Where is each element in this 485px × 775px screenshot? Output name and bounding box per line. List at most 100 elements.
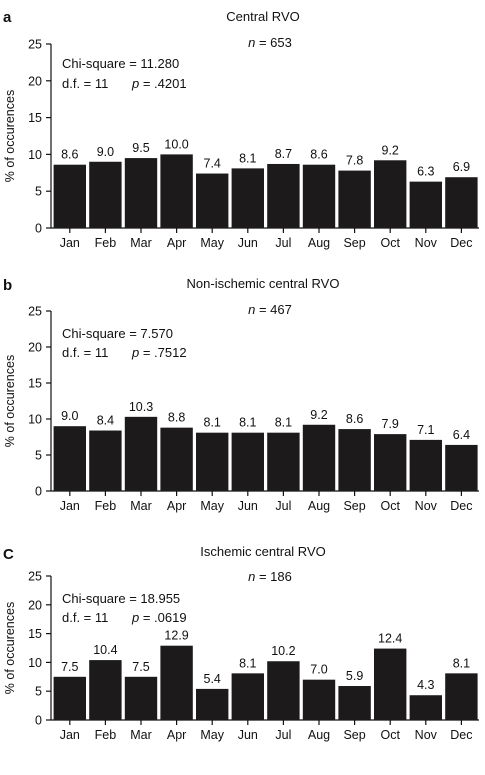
x-tick-label: Oct [380,499,400,513]
bar-jun [231,673,264,720]
bar-jul [267,163,300,228]
bar-dec [445,444,478,491]
x-tick-label: Oct [380,728,400,742]
bar-mar [124,416,158,491]
bar-aug [302,164,336,228]
x-tick-label: Feb [95,236,117,250]
data-label: 7.1 [417,423,434,437]
p-value-label: p = .7512 [131,345,187,360]
y-tick-label: 15 [28,377,42,391]
data-label: 10.0 [164,137,188,151]
x-tick-label: Jul [275,499,291,513]
bar-mar [124,158,158,228]
x-tick-label: Jan [60,499,80,513]
data-label: 8.4 [97,414,114,428]
bar-sep [338,429,371,491]
data-label: 9.5 [132,141,149,155]
y-tick-label: 10 [28,413,42,427]
x-tick-label: Sep [343,499,365,513]
data-label: 8.6 [346,412,363,426]
panel-letter: b [3,277,12,294]
bar-mar [124,676,158,720]
y-tick-label: 5 [35,685,42,699]
df-label: d.f. = 11 [62,345,108,360]
data-label: 7.0 [310,663,327,677]
data-label: 8.7 [275,147,292,161]
bar-nov [409,181,442,228]
data-label: 8.1 [275,416,292,430]
x-tick-label: Dec [450,728,472,742]
bar-oct [374,648,407,720]
data-label: 8.6 [310,148,327,162]
chart-title: Ischemic central RVO [200,544,325,559]
bar-nov [409,439,442,491]
panel-letter: C [3,546,14,563]
y-axis-label: % of occurences [3,355,17,447]
data-label: 6.4 [453,428,470,442]
x-tick-label: Sep [343,236,365,250]
data-label: 7.9 [382,417,399,431]
x-tick-label: Sep [343,728,365,742]
bar-jan [53,676,86,720]
bar-feb [89,660,122,720]
x-tick-label: Oct [380,236,400,250]
bar-may [196,173,229,228]
x-tick-label: Apr [167,499,186,513]
df-label: d.f. = 11 [62,610,108,625]
y-tick-label: 20 [28,598,42,612]
y-tick-label: 5 [35,185,42,199]
x-tick-label: May [200,499,224,513]
bar-dec [445,177,478,228]
df-label: d.f. = 11 [62,76,108,91]
y-tick-label: 10 [28,656,42,670]
y-tick-label: 10 [28,148,42,162]
x-tick-label: Jun [238,499,258,513]
chart-panel-a: a Central RVO n = 653 Chi-square = 11.280 d.… [3,9,479,250]
y-tick-label: 0 [35,485,42,499]
x-tick-label: Aug [308,499,330,513]
x-tick-label: Mar [130,499,152,513]
chi-square-label: Chi-square = 7.570 [62,326,173,341]
x-tick-label: Apr [167,728,186,742]
data-label: 6.9 [453,160,470,174]
x-tick-label: Jan [60,236,80,250]
bar-may [196,432,229,491]
x-tick-label: Jul [275,728,291,742]
data-label: 7.8 [346,154,363,168]
data-label: 6.3 [417,165,434,179]
bar-feb [89,161,122,228]
data-label: 9.2 [310,408,327,422]
data-label: 10.2 [271,644,295,658]
chi-square-label: Chi-square = 18.955 [62,591,180,606]
data-label: 7.5 [132,660,149,674]
data-label: 12.4 [378,632,402,646]
bar-nov [409,695,442,720]
x-tick-label: Nov [415,728,438,742]
x-tick-label: Mar [130,236,152,250]
chart-title: Non-ischemic central RVO [187,276,340,291]
bar-jun [231,432,264,491]
chi-square-label: Chi-square = 11.280 [62,56,179,71]
x-tick-label: Jan [60,728,80,742]
x-tick-label: Aug [308,236,330,250]
data-label: 9.2 [382,143,399,157]
p-value-label: p = .0619 [131,610,187,625]
x-tick-label: Aug [308,728,330,742]
bar-apr [160,427,193,491]
y-axis-label: % of occurences [3,602,17,694]
data-label: 8.8 [168,411,185,425]
y-tick-label: 15 [28,111,42,125]
x-tick-label: Mar [130,728,152,742]
x-tick-label: May [200,728,224,742]
bar-apr [160,154,193,228]
panel-letter: a [3,9,12,26]
x-tick-label: Jun [238,728,258,742]
data-label: 9.0 [61,409,78,423]
data-label: 10.4 [93,643,117,657]
data-label: 12.9 [164,629,188,643]
x-tick-label: Nov [415,236,438,250]
bar-feb [89,430,122,491]
data-label: 5.9 [346,669,363,683]
data-label: 8.1 [239,151,256,165]
